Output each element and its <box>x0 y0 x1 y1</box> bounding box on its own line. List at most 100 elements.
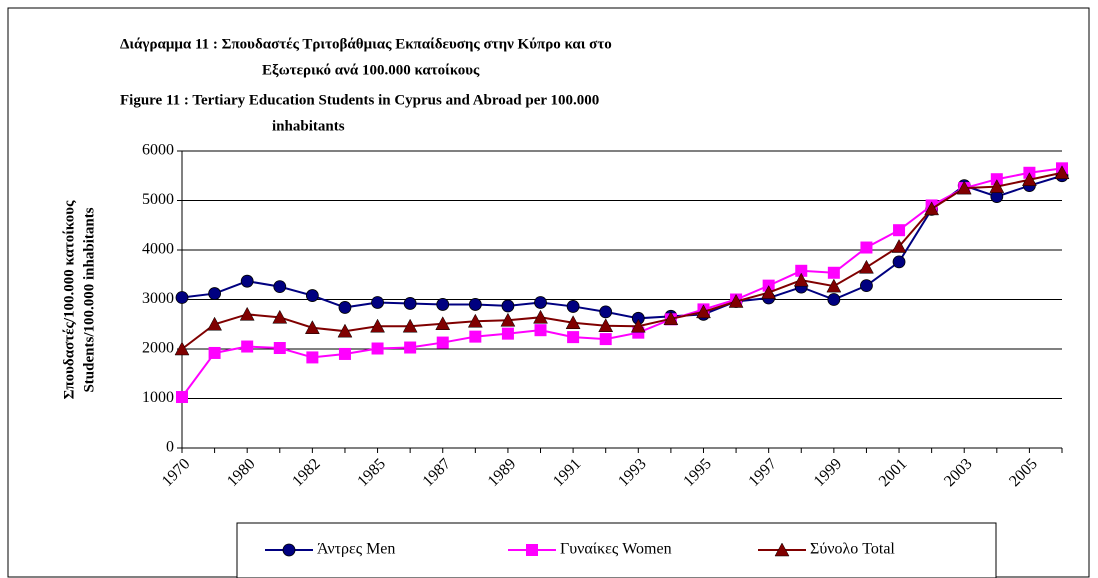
point <box>338 301 352 314</box>
point <box>793 272 809 287</box>
point <box>860 279 873 293</box>
x-tick-label: 2005 <box>1006 455 1041 490</box>
point <box>207 316 223 331</box>
x-tick-label: 1997 <box>745 455 780 490</box>
point <box>176 391 188 404</box>
point <box>435 316 451 331</box>
x-tick-label: 1982 <box>289 455 324 490</box>
x-tick-label: 1970 <box>159 455 194 490</box>
point <box>436 298 450 311</box>
title-line: inhabitants <box>272 118 345 134</box>
point <box>728 293 744 308</box>
point <box>893 224 906 237</box>
x-tick-label: 1995 <box>680 455 715 490</box>
legend-label: Άντρες Men <box>317 541 395 558</box>
point <box>208 346 221 359</box>
legend-label: Γυναίκες Women <box>560 541 672 558</box>
y-tick-label: 0 <box>166 439 174 456</box>
point <box>663 311 679 326</box>
point <box>175 291 189 304</box>
point <box>404 341 417 354</box>
legend-marker <box>526 544 538 556</box>
point <box>468 298 482 311</box>
point <box>371 296 384 309</box>
point <box>337 323 353 338</box>
x-tick-label: 1999 <box>811 455 846 490</box>
point <box>240 274 254 288</box>
series-line <box>181 174 1063 320</box>
legend-box <box>236 522 997 578</box>
point <box>630 318 646 333</box>
point <box>566 300 580 313</box>
point <box>827 293 841 306</box>
point <box>567 331 580 344</box>
point <box>501 299 515 313</box>
point <box>1021 172 1037 186</box>
x-tick-label: 2003 <box>941 455 976 490</box>
point <box>533 309 548 324</box>
x-tick-label: 1985 <box>354 455 389 490</box>
point <box>371 342 384 355</box>
point <box>598 318 614 332</box>
x-tick-label: 1993 <box>615 455 650 490</box>
legend-marker <box>774 542 790 557</box>
point <box>696 304 711 319</box>
y-tick-label: 6000 <box>142 142 174 159</box>
x-tick-label: 1991 <box>550 455 585 490</box>
point <box>500 312 516 327</box>
point <box>239 306 255 321</box>
point <box>1054 165 1070 180</box>
y-tick-label: 5000 <box>142 191 174 208</box>
point <box>795 264 808 277</box>
point <box>826 278 842 293</box>
point <box>989 179 1005 193</box>
point <box>924 201 940 216</box>
title-line: Εξωτερικό ανά 100.000 κατοίκους <box>262 62 480 78</box>
y-axis-label: Σπουδαστές/100.000 κατοίκους <box>61 200 77 399</box>
point <box>859 259 874 274</box>
y-tick-label: 1000 <box>142 389 174 406</box>
point <box>306 351 319 364</box>
point <box>565 315 581 330</box>
y-axis-label: Students/100.000 inhabitants <box>81 207 97 392</box>
point <box>467 313 483 328</box>
point <box>827 266 840 279</box>
point <box>761 285 777 299</box>
point <box>403 297 417 310</box>
point <box>208 287 221 300</box>
legend-marker <box>282 543 296 557</box>
point <box>305 289 319 302</box>
point <box>956 180 972 195</box>
point <box>241 340 254 353</box>
point <box>891 239 907 253</box>
point <box>892 255 906 269</box>
x-tick-label: 2001 <box>876 455 911 490</box>
x-tick-label: 1987 <box>420 455 455 490</box>
point <box>860 241 873 254</box>
point <box>273 280 287 294</box>
point <box>469 330 482 343</box>
point <box>304 320 320 334</box>
x-tick-label: 1989 <box>485 455 520 490</box>
point <box>338 347 351 360</box>
point <box>273 342 286 355</box>
title-line: Figure 11 : Tertiary Education Students … <box>120 92 599 108</box>
point <box>599 305 613 319</box>
y-tick-label: 2000 <box>142 340 174 357</box>
x-tick-label: 1980 <box>224 455 259 490</box>
title-line: Διάγραμμα 11 : Σπουδαστές Τριτοβάθμιας Ε… <box>120 36 612 52</box>
series-line <box>181 171 1063 350</box>
point <box>534 296 547 309</box>
point <box>599 333 612 346</box>
point <box>272 309 288 324</box>
point <box>402 318 418 333</box>
point <box>174 341 190 356</box>
legend-label: Σύνολο Total <box>810 541 895 558</box>
point <box>534 324 547 337</box>
y-tick-label: 3000 <box>142 290 174 307</box>
series-line <box>181 167 1063 398</box>
point <box>370 318 385 333</box>
y-tick-label: 4000 <box>142 241 174 258</box>
